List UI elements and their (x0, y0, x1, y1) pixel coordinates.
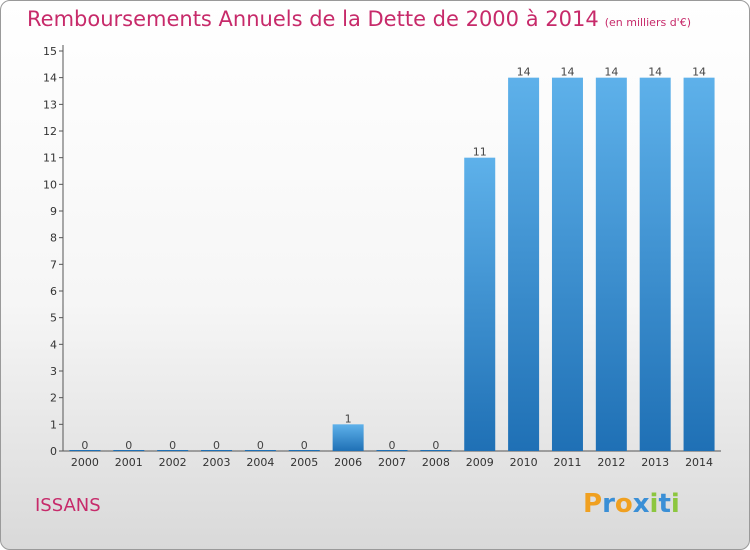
x-tick-label: 2007 (378, 456, 406, 469)
chart-title-text: Remboursements Annuels de la Dette de 20… (27, 7, 599, 31)
data-label: 0 (389, 439, 396, 452)
bar (332, 424, 364, 451)
x-axis: 2000 2001 2002 2003 2004 2005 2006 2007 2008 2009… (63, 450, 721, 469)
x-tick-label: 2012 (597, 456, 625, 469)
bar (464, 157, 496, 451)
bar (551, 77, 583, 452)
x-tick-label: 2006 (334, 456, 362, 469)
bar (420, 450, 452, 451)
bar (376, 450, 408, 451)
y-tick-label: 1 (50, 418, 57, 431)
data-label: 0 (432, 439, 439, 452)
logo-letter: o (614, 489, 633, 519)
logo-letter: i (649, 489, 659, 519)
bars (69, 77, 715, 452)
bar (683, 77, 715, 452)
x-tick-label: 2005 (290, 456, 318, 469)
y-tick-label: 13 (43, 98, 57, 111)
y-tick-label: 15 (43, 45, 57, 58)
x-tick-label: 2009 (466, 456, 494, 469)
bar (595, 77, 627, 452)
y-tick-label: 3 (50, 365, 57, 378)
y-tick-label: 2 (50, 392, 57, 405)
data-label: 14 (604, 66, 618, 79)
logo-letter: t (658, 489, 671, 519)
bar (244, 450, 276, 451)
y-tick-label: 11 (43, 152, 57, 165)
x-tick-label: 2003 (203, 456, 231, 469)
bar (508, 77, 540, 452)
x-tick-label: 2004 (246, 456, 274, 469)
y-tick-label: 6 (50, 285, 57, 298)
bar (113, 450, 145, 451)
logo-letter: P (583, 489, 603, 519)
y-tick-label: 8 (50, 232, 57, 245)
data-label: 1 (345, 412, 352, 425)
data-label: 14 (517, 66, 531, 79)
y-tick-label: 7 (50, 258, 57, 271)
x-tick-label: 2001 (115, 456, 143, 469)
x-tick-label: 2014 (685, 456, 713, 469)
x-tick-label: 2013 (641, 456, 669, 469)
bar (288, 450, 320, 451)
logo-letter: i (670, 489, 680, 519)
y-tick-label: 12 (43, 125, 57, 138)
data-label: 14 (648, 66, 662, 79)
x-tick-label: 2008 (422, 456, 450, 469)
data-label: 11 (473, 146, 487, 159)
y-tick-label: 5 (50, 312, 57, 325)
y-tick-label: 10 (43, 178, 57, 191)
data-label: 0 (169, 439, 176, 452)
x-tick-label: 2010 (510, 456, 538, 469)
city-name: ISSANS (35, 495, 101, 516)
x-tick-label: 2002 (159, 456, 187, 469)
data-label: 0 (125, 439, 132, 452)
chart-title: Remboursements Annuels de la Dette de 20… (27, 7, 691, 31)
data-label: 14 (692, 66, 706, 79)
y-tick-label: 14 (43, 72, 57, 85)
data-label: 0 (213, 439, 220, 452)
data-labels: 0 0 0 0 0 0 1 0 0 11 14 14 14 14 14 (81, 66, 706, 452)
bar (157, 450, 189, 451)
data-label: 0 (257, 439, 264, 452)
bar (69, 450, 101, 451)
bar (639, 77, 671, 452)
chart-title-unit: (en milliers d'€) (604, 16, 691, 29)
x-tick-label: 2000 (71, 456, 99, 469)
bar (201, 450, 233, 451)
x-tick-label: 2011 (553, 456, 581, 469)
logo-letter: x (632, 489, 650, 519)
y-tick-label: 4 (50, 338, 57, 351)
data-label: 0 (81, 439, 88, 452)
data-label: 0 (301, 439, 308, 452)
logo-letter: r (602, 489, 615, 519)
proxiti-logo: Proxiti (583, 489, 680, 519)
data-label: 14 (560, 66, 574, 79)
y-tick-label: 9 (50, 205, 57, 218)
y-tick-label: 0 (50, 445, 57, 458)
